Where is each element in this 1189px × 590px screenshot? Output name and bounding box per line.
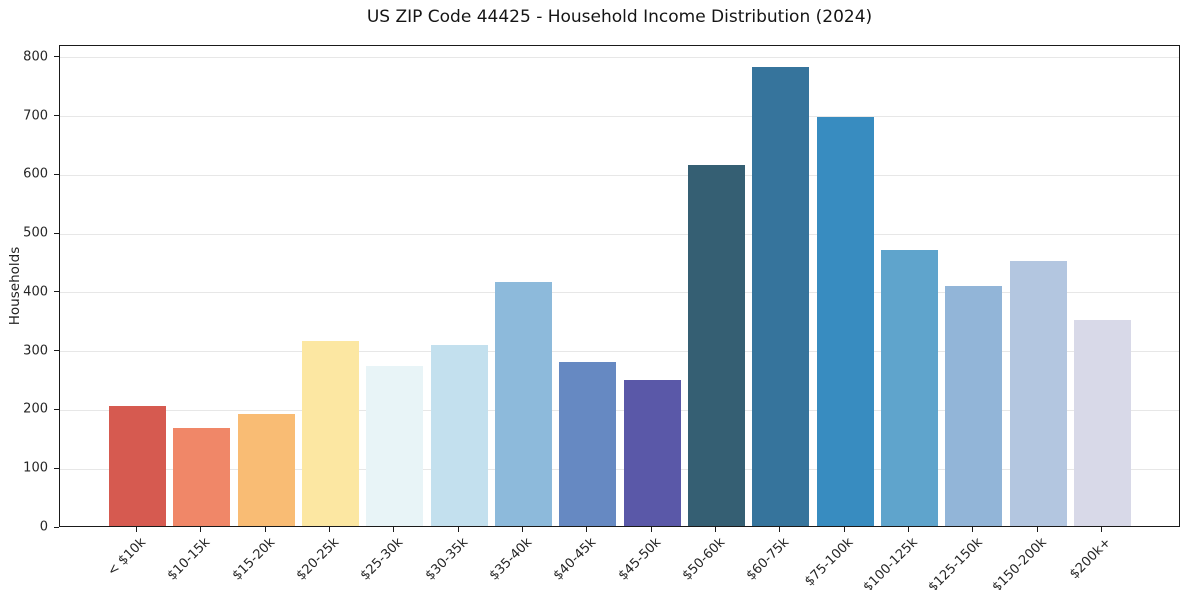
x-tick-mark [393, 527, 395, 532]
y-tick-label: 200 [23, 401, 48, 417]
gridline-100 [60, 468, 1179, 470]
bar-$15-20k [237, 414, 295, 526]
y-tick-mark [54, 232, 59, 234]
x-tick-label: $15-20k [229, 535, 278, 584]
x-tick-label: $125-150k [925, 535, 986, 590]
y-tick-label: 600 [23, 166, 48, 182]
x-tick-label: $35-40k [486, 535, 536, 584]
y-tick-label: 100 [23, 460, 48, 476]
y-tick-mark [54, 291, 59, 293]
y-tick-label: 800 [23, 49, 48, 65]
bar-$75-100k [816, 116, 874, 526]
x-tick-mark [1036, 527, 1038, 532]
x-tick-mark [329, 527, 331, 532]
y-tick-mark [54, 56, 59, 58]
bar-$125-150k [945, 285, 1003, 526]
x-tick-label: $10-15k [165, 535, 214, 584]
y-tick-mark [54, 467, 59, 469]
gridline-500 [60, 233, 1179, 235]
y-tick-label: 700 [23, 108, 48, 124]
bar-$45-50k [623, 379, 681, 526]
x-tick-label: $60-75k [744, 535, 793, 584]
x-tick-label: $200k+ [1067, 535, 1115, 583]
gridline-700 [60, 116, 1179, 118]
bar-< $10k [109, 405, 167, 526]
y-tick-mark [54, 350, 59, 352]
x-tick-mark [908, 527, 910, 532]
x-tick-mark [843, 527, 845, 532]
x-tick-mark [715, 527, 717, 532]
x-tick-mark [200, 527, 202, 532]
bar-$35-40k [495, 282, 553, 526]
gridline-300 [60, 351, 1179, 353]
chart-title: US ZIP Code 44425 - Household Income Dis… [366, 7, 873, 27]
x-tick-label: $30-35k [422, 535, 471, 584]
y-tick-label: 500 [23, 225, 48, 241]
y-tick-mark [54, 115, 59, 117]
x-tick-mark [1101, 527, 1103, 532]
x-tick-mark [779, 527, 781, 532]
gridline-600 [60, 174, 1179, 176]
x-tick-mark [522, 527, 524, 532]
y-tick-mark [54, 526, 59, 528]
x-tick-mark [586, 527, 588, 532]
bar-$100-125k [881, 249, 939, 526]
bar-$30-35k [430, 344, 488, 526]
bar-$25-30k [366, 366, 424, 526]
y-tick-mark [54, 173, 59, 175]
x-tick-label: $40-45k [551, 535, 600, 584]
bar-$10-15k [173, 428, 231, 526]
x-tick-label: $150-200k [989, 535, 1050, 590]
bar-$60-75k [752, 66, 810, 526]
x-tick-mark [972, 527, 974, 532]
x-tick-label: $50-60k [679, 535, 729, 584]
x-tick-label: $20-25k [293, 535, 343, 584]
x-tick-mark [136, 527, 138, 532]
x-tick-label: $45-50k [615, 535, 664, 584]
y-tick-label: 400 [23, 284, 48, 300]
y-tick-label: 300 [23, 343, 48, 359]
x-tick-mark [650, 527, 652, 532]
gridline-400 [60, 292, 1179, 294]
x-tick-label: $75-100k [802, 535, 857, 590]
plot-area [59, 45, 1180, 527]
y-tick-label: 0 [39, 519, 48, 535]
gridline-200 [60, 409, 1179, 411]
y-tick-mark [54, 408, 59, 410]
x-tick-mark [457, 527, 459, 532]
x-tick-mark [264, 527, 266, 532]
gridline-800 [60, 57, 1179, 59]
bar-$200k+ [1074, 319, 1132, 526]
x-tick-label: $100-125k [860, 535, 922, 590]
bar-$40-45k [559, 362, 617, 526]
x-tick-label: < $10k [105, 535, 150, 580]
bar-$150-200k [1009, 260, 1067, 526]
bar-$50-60k [688, 164, 746, 526]
x-tick-label: $25-30k [358, 535, 407, 584]
bar-$20-25k [302, 340, 360, 526]
